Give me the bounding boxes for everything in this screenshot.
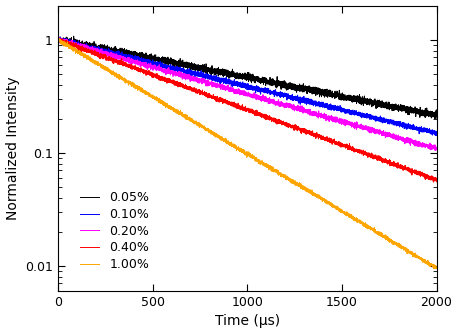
0.40% — [431, 180, 436, 184]
0.20% — [124, 58, 130, 62]
0.05% — [71, 34, 76, 38]
0.40% — [56, 36, 61, 40]
1.00% — [366, 226, 372, 230]
0.40% — [200, 92, 205, 96]
0.05% — [200, 63, 205, 67]
1.00% — [338, 209, 343, 213]
0.40% — [338, 143, 343, 147]
Line: 0.40%: 0.40% — [58, 38, 436, 182]
0.20% — [55, 38, 60, 42]
0.40% — [434, 180, 439, 184]
Line: 0.10%: 0.10% — [58, 37, 436, 136]
0.10% — [57, 35, 62, 39]
0.05% — [55, 37, 60, 41]
1.00% — [56, 36, 61, 40]
1.00% — [124, 79, 130, 83]
0.05% — [434, 115, 439, 119]
0.10% — [200, 72, 205, 76]
1.00% — [200, 125, 205, 129]
Line: 0.05%: 0.05% — [58, 36, 436, 119]
0.40% — [124, 63, 130, 67]
0.20% — [56, 36, 62, 40]
0.20% — [338, 119, 343, 123]
Legend: 0.05%, 0.10%, 0.20%, 0.40%, 1.00%: 0.05%, 0.10%, 0.20%, 0.40%, 1.00% — [76, 186, 154, 276]
0.10% — [124, 56, 130, 60]
0.10% — [338, 108, 343, 112]
Line: 0.20%: 0.20% — [58, 38, 436, 151]
0.20% — [434, 147, 439, 151]
X-axis label: Time (μs): Time (μs) — [215, 314, 280, 328]
0.40% — [366, 152, 372, 156]
0.10% — [366, 114, 372, 118]
0.05% — [338, 96, 343, 100]
1.00% — [301, 185, 307, 189]
0.40% — [301, 130, 307, 134]
1.00% — [282, 174, 288, 178]
0.20% — [366, 128, 372, 132]
Line: 1.00%: 1.00% — [58, 38, 436, 269]
0.10% — [55, 38, 60, 42]
0.10% — [301, 101, 307, 105]
0.05% — [301, 86, 307, 90]
1.00% — [434, 266, 439, 270]
0.10% — [434, 134, 439, 138]
0.05% — [432, 117, 438, 121]
0.20% — [433, 149, 438, 153]
0.20% — [282, 105, 288, 109]
0.10% — [434, 130, 439, 134]
0.05% — [282, 83, 288, 87]
0.20% — [301, 110, 307, 114]
0.20% — [200, 81, 205, 85]
1.00% — [55, 37, 60, 41]
0.40% — [282, 121, 288, 125]
1.00% — [433, 267, 439, 271]
Y-axis label: Normalized Intensity: Normalized Intensity — [5, 76, 20, 220]
0.05% — [366, 101, 372, 105]
0.10% — [282, 91, 288, 95]
0.40% — [55, 38, 60, 42]
0.05% — [124, 48, 130, 52]
